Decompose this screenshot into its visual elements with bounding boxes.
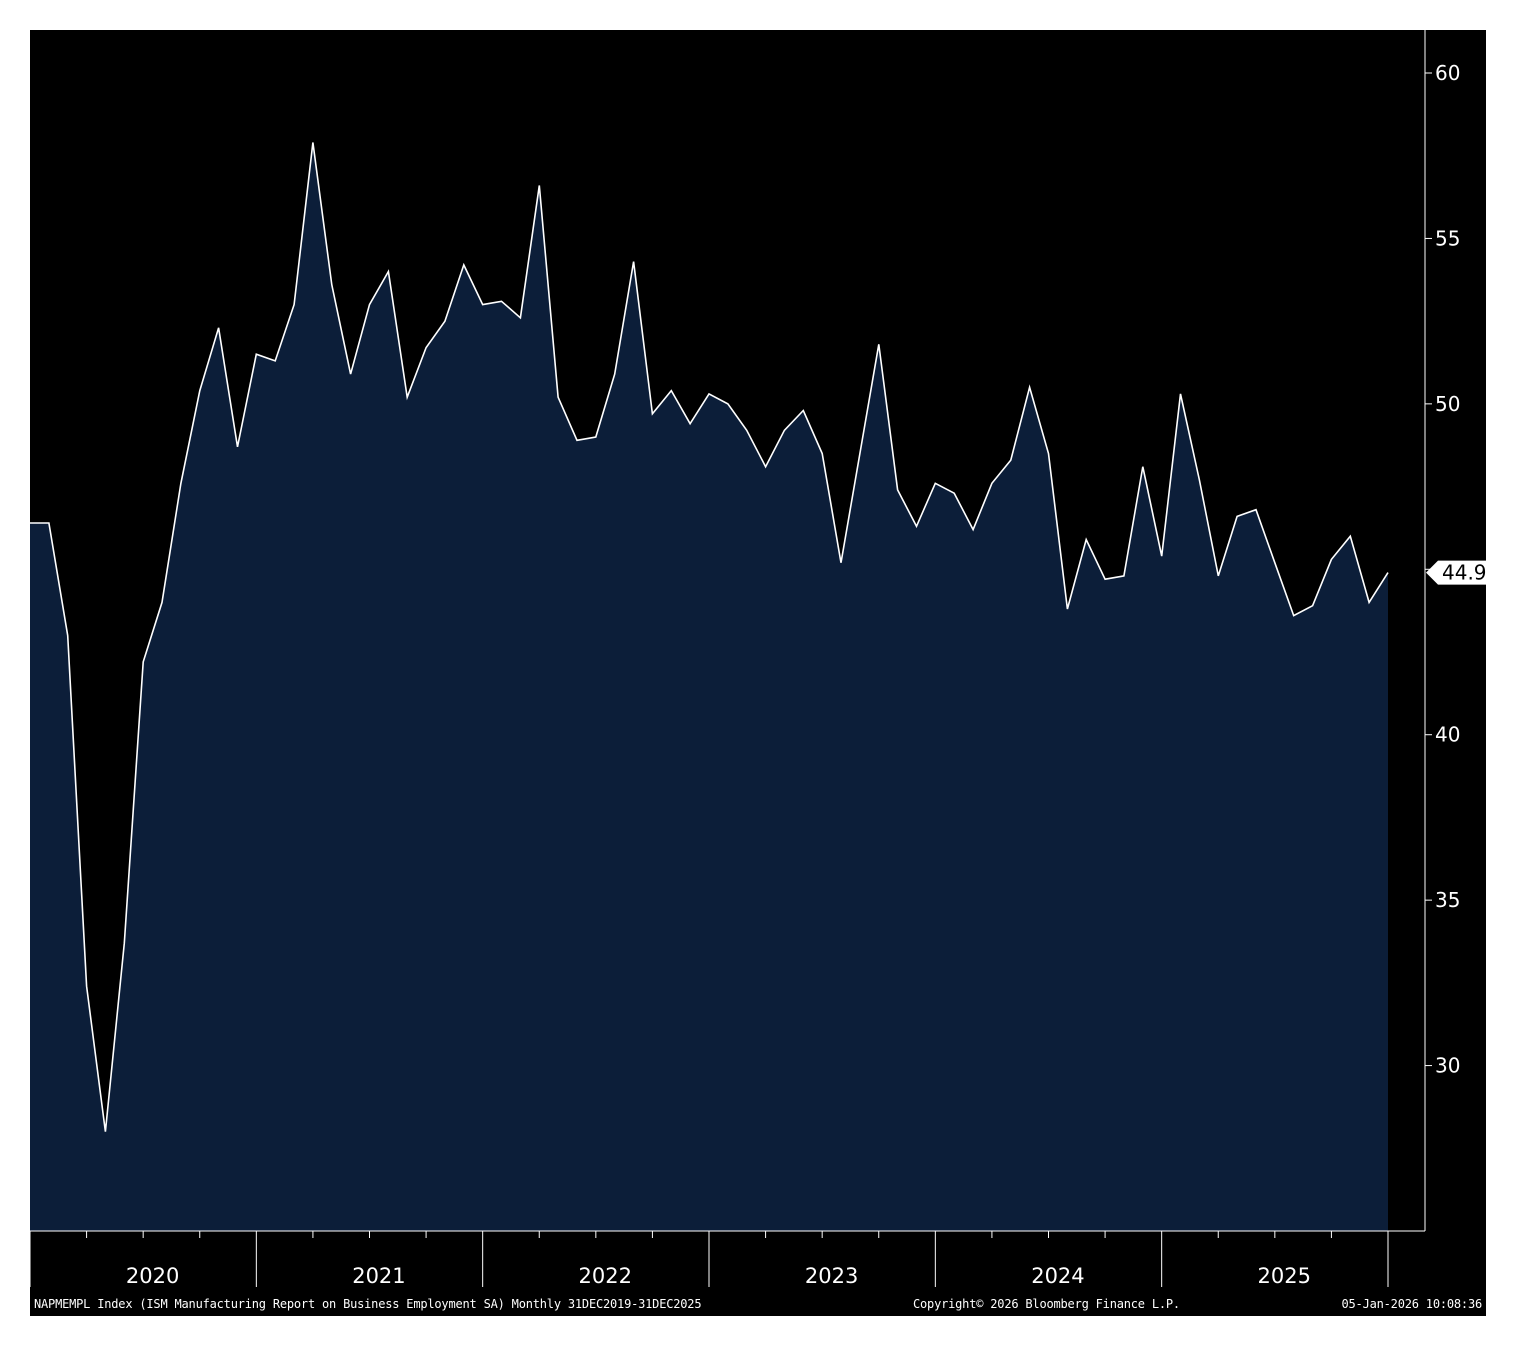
y-tick-label-30: 30 [1435,1054,1460,1078]
series-area-fill [30,142,1388,1231]
footer-copyright-text: Copyright© 2026 Bloomberg Finance L.P. [913,1297,1180,1311]
x-tick-label-2022: 2022 [579,1264,632,1288]
x-tick-label-2020: 2020 [126,1264,179,1288]
area-chart: 30 35 40 50 55 60 44.9 2020 2021 2022 2023 2024 2025 [30,30,1486,1288]
x-tick-label-2025: 2025 [1258,1264,1311,1288]
series-line [30,142,1389,1132]
y-tick-label-35: 35 [1435,888,1460,912]
x-tick-label-2024: 2024 [1031,1264,1084,1288]
area-layer [30,142,1389,1231]
last-value-label: 44.9 [1442,561,1486,585]
y-tick-label-55: 55 [1435,226,1460,250]
footer-source-text: NAPMEMPL Index (ISM Manufacturing Report… [34,1297,702,1311]
x-tick-label-2021: 2021 [352,1264,405,1288]
labels-layer: 30 35 40 50 55 60 44.9 2020 2021 2022 2023 2024 2025 [126,61,1486,1288]
footer-timestamp-text: 05-Jan-2026 10:08:36 [1341,1297,1483,1311]
y-tick-label-40: 40 [1435,723,1460,747]
y-tick-label-60: 60 [1435,61,1460,85]
chart-footer: NAPMEMPL Index (ISM Manufacturing Report… [30,1294,1486,1316]
chart-frame: 30 35 40 50 55 60 44.9 2020 2021 2022 2023 2024 2025… [30,30,1486,1316]
x-tick-label-2023: 2023 [805,1264,858,1288]
y-tick-label-50: 50 [1435,392,1460,416]
last-value-flag [1426,560,1486,585]
axes-layer [30,30,1432,1287]
